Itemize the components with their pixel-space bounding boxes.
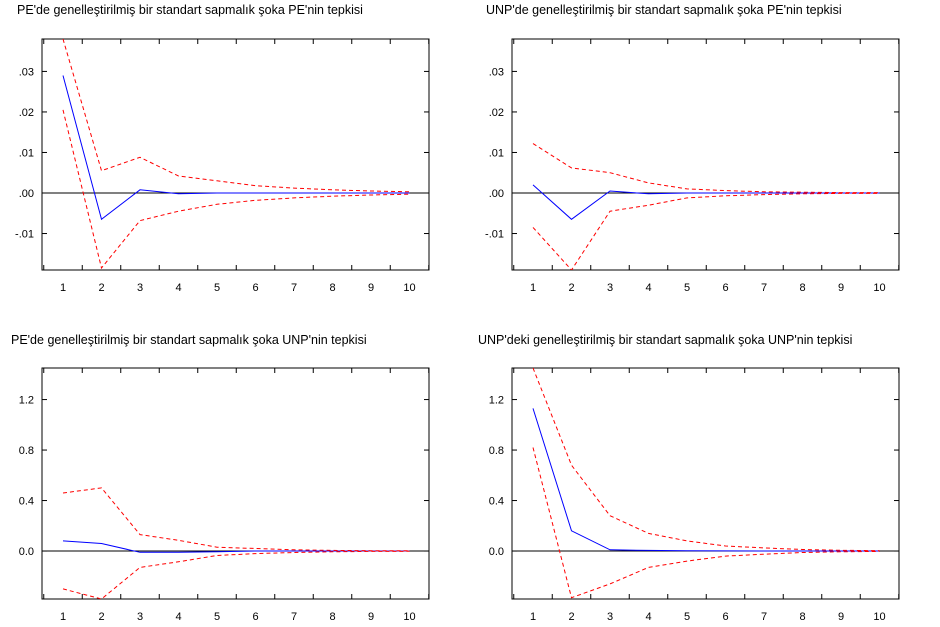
y-tick-label: .02 xyxy=(489,107,504,119)
y-tick-label: 0.0 xyxy=(489,546,504,558)
x-tick-label: 6 xyxy=(722,611,728,623)
chart-title-unp-shock-unp: UNP'deki genelleştirilmiş bir standart s… xyxy=(478,333,853,347)
x-tick-label: 8 xyxy=(329,611,335,623)
x-tick-label: 10 xyxy=(403,611,415,623)
upper-band-line xyxy=(62,39,410,193)
y-tick-label: 0.8 xyxy=(19,445,34,457)
response-line xyxy=(62,540,410,553)
x-tick-label: 2 xyxy=(568,282,574,294)
x-tick-label: 4 xyxy=(645,282,651,294)
chart-title-unp-shock-pe: UNP'de genelleştirilmiş bir standart sap… xyxy=(486,3,842,17)
x-tick-label: 1 xyxy=(60,611,66,623)
y-tick-label: .00 xyxy=(19,188,34,200)
x-tick-label: 9 xyxy=(838,282,844,294)
upper-band-line xyxy=(62,487,410,552)
x-tick-label: 1 xyxy=(530,611,536,623)
chart-pe-shock-pe: .03 .02 .01 .00 -.01 1 2 3 4 5 6 7 8 9 10 xyxy=(15,38,430,294)
y-tick-label: .03 xyxy=(489,66,504,78)
y-tick-label: .00 xyxy=(489,188,504,200)
chart-title-pe-shock-pe: PE'de genelleştirilmiş bir standart sapm… xyxy=(17,3,363,17)
x-tick-label: 6 xyxy=(252,611,258,623)
upper-band-line xyxy=(532,143,880,194)
lower-band-line xyxy=(532,192,880,270)
response-line xyxy=(532,184,880,220)
x-tick-label: 1 xyxy=(60,282,66,294)
x-tick-label: 6 xyxy=(722,282,728,294)
x-tick-label: 4 xyxy=(175,611,181,623)
x-tick-label: 2 xyxy=(98,611,104,623)
y-tick-label: 0.0 xyxy=(19,546,34,558)
x-tick-label: 5 xyxy=(684,611,690,623)
x-tick-label: 7 xyxy=(761,611,767,623)
y-tick-label: 1.2 xyxy=(19,395,34,407)
x-tick-label: 10 xyxy=(873,611,885,623)
x-tick-label: 10 xyxy=(403,282,415,294)
x-tick-label: 2 xyxy=(98,282,104,294)
x-tick-label: 3 xyxy=(137,282,143,294)
x-tick-label: 4 xyxy=(645,611,651,623)
plot-frame xyxy=(41,367,430,600)
response-line xyxy=(62,75,410,221)
y-tick-label: -.01 xyxy=(485,229,504,241)
x-tick-label: 7 xyxy=(291,282,297,294)
x-tick-label: 9 xyxy=(368,282,374,294)
plot-frame xyxy=(511,38,900,271)
chart-title-pe-shock-unp: PE'de genelleştirilmiş bir standart sapm… xyxy=(11,333,367,347)
y-tick-label: .01 xyxy=(489,147,504,159)
y-tick-label: .02 xyxy=(19,107,34,119)
x-tick-label: 5 xyxy=(214,282,220,294)
x-tick-label: 3 xyxy=(137,611,143,623)
x-tick-label: 9 xyxy=(368,611,374,623)
x-tick-label: 4 xyxy=(175,282,181,294)
x-tick-label: 6 xyxy=(252,282,258,294)
response-line xyxy=(532,408,880,552)
plot-frame xyxy=(41,38,430,271)
chart-unp-shock-pe: .03 .02 .01 .00 -.01 1 2 3 4 5 6 7 8 9 10 xyxy=(485,38,900,294)
x-tick-label: 3 xyxy=(607,282,613,294)
x-tick-label: 3 xyxy=(607,611,613,623)
y-tick-label: -.01 xyxy=(15,229,34,241)
plot-frame xyxy=(511,367,900,600)
x-tick-label: 8 xyxy=(799,611,805,623)
y-tick-label: 0.4 xyxy=(19,496,34,508)
upper-band-line xyxy=(532,368,880,552)
x-tick-label: 7 xyxy=(291,611,297,623)
x-tick-label: 2 xyxy=(568,611,574,623)
x-tick-label: 5 xyxy=(684,282,690,294)
x-tick-label: 10 xyxy=(873,282,885,294)
y-tick-label: 0.4 xyxy=(489,496,504,508)
x-tick-label: 9 xyxy=(838,611,844,623)
chart-unp-shock-unp: 1.2 0.8 0.4 0.0 1 2 3 4 5 6 7 8 9 10 xyxy=(489,367,900,623)
x-tick-label: 7 xyxy=(761,282,767,294)
x-tick-label: 5 xyxy=(214,611,220,623)
lower-band-line xyxy=(62,109,410,270)
x-tick-label: 8 xyxy=(799,282,805,294)
lower-band-line xyxy=(532,447,880,599)
chart-pe-shock-unp: 1.2 0.8 0.4 0.0 1 2 3 4 5 6 7 8 9 10 xyxy=(19,367,430,623)
y-tick-label: 0.8 xyxy=(489,445,504,457)
x-tick-label: 8 xyxy=(329,282,335,294)
y-tick-label: .01 xyxy=(19,147,34,159)
y-tick-label: .03 xyxy=(19,66,34,78)
lower-band-line xyxy=(62,550,410,599)
x-tick-label: 1 xyxy=(530,282,536,294)
y-tick-label: 1.2 xyxy=(489,395,504,407)
